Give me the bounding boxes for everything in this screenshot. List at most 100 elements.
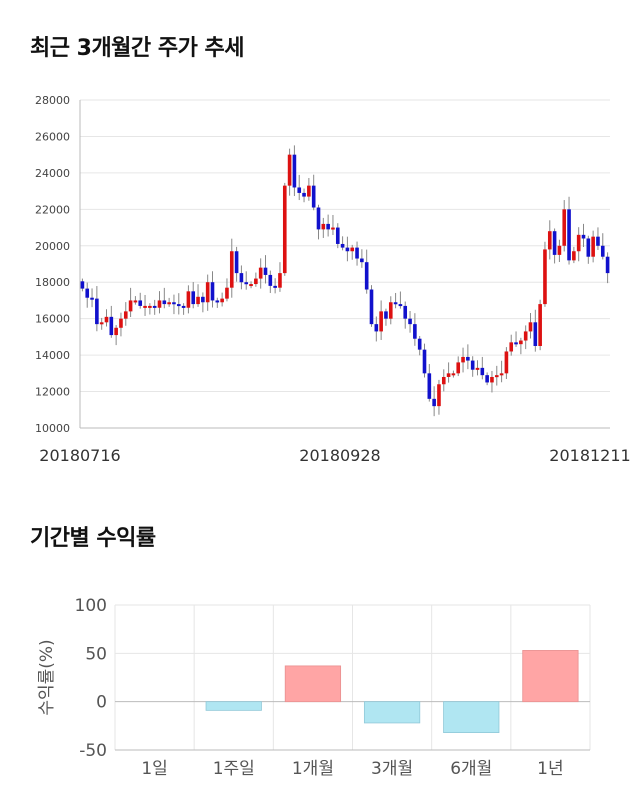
price-chart-title: 최근 3개월간 주가 추세 [30,36,244,61]
y-tick-label: 24000 [35,167,70,180]
candle-body [475,367,480,370]
y-tick-label: 16000 [35,313,70,326]
candle-body [114,327,118,336]
x-tick-label: 20181211 [549,446,630,465]
candle-body [148,305,152,308]
candle-body [239,273,244,283]
y-tick-label: 26000 [35,130,70,143]
candle-body [335,227,340,244]
x-category-label: 1개월 [292,759,334,779]
return-bar [363,701,421,724]
candle-body [413,324,417,339]
candle-body [480,367,485,376]
returns-chart-title: 기간별 수익률 [30,526,156,551]
candle-body [514,342,518,345]
candle-body [316,207,321,230]
candle-body [528,322,533,332]
candle-body [355,247,359,259]
candle-body [85,288,90,298]
candle-body [364,262,369,290]
candle-body [408,318,412,325]
candle-body [547,231,552,250]
candle-body [379,311,383,332]
candle-body [143,305,147,308]
candle-body [466,356,470,361]
candle-body [494,375,499,378]
return-bar [284,665,342,703]
candle-body [201,296,205,303]
candle-body [600,245,605,257]
y-axis-label: 수익률(%) [37,639,57,715]
candle-body [605,256,610,274]
candle-body [302,192,306,197]
candle-body [258,267,263,279]
candle-body [576,234,581,252]
x-tick-label: 20180716 [39,446,120,465]
candle-body [229,251,234,288]
candle-body [133,300,138,303]
y-tick-label: -50 [79,741,107,761]
candle-body [90,297,94,300]
y-tick-label: 10000 [35,422,70,435]
candle-body [292,154,297,188]
candle-body [297,187,302,193]
candlestick-chart: 10000 12000 14000 16000 18000 20000 22000 24000… [35,94,631,465]
x-category-label: 1년 [537,759,563,779]
candle-body [552,231,557,255]
returns-bar-chart: -50 0 50 100 수익률(%) 1일 1주일 1개월 3개월 6개월 1년 [37,596,591,779]
candle-body [374,324,379,332]
candle-body [167,302,171,305]
candle-body [244,282,249,285]
candle-body [393,302,398,305]
candle-body [172,302,176,305]
candle-body [403,305,408,319]
candle-body [278,273,282,288]
x-category-label: 1일 [141,759,167,779]
candle-body [326,223,330,230]
y-tick-label: 50 [85,644,107,664]
candle-body [369,289,374,325]
candle-body [586,238,591,257]
candle-body [119,318,123,328]
candle-body [427,373,432,399]
candle-body [99,322,104,325]
candle-body [186,291,191,308]
candle-body [234,251,239,274]
candle-body [523,331,528,341]
candle-body [596,236,600,246]
y-tick-label: 22000 [35,203,70,216]
candle-body [123,311,128,319]
candle-body [490,376,494,383]
return-bar [522,650,579,703]
candle-body [268,274,273,286]
y-tick-label: 14000 [35,349,70,362]
candle-body [152,305,157,308]
candle-body [384,311,388,319]
candle-body [157,300,162,308]
candle-body [432,398,436,407]
candle-body [499,373,504,376]
y-tick-label: 28000 [35,94,70,107]
candle-body [340,243,345,248]
return-bar [205,701,262,711]
candle-body [360,258,364,263]
y-tick-label: 100 [75,596,107,616]
candle-body [273,285,277,288]
candle-body [461,356,465,363]
candle-body [538,304,542,346]
candle-body [350,247,355,252]
candle-body [181,305,186,308]
candle-body [249,284,253,287]
candle-body [254,278,258,285]
candle-body [417,338,422,350]
candle-body [422,349,427,374]
candle-body [80,281,85,289]
y-tick-label: 18000 [35,276,70,289]
candle-body [109,316,114,336]
candle-body [205,282,210,303]
candle-body [128,300,133,312]
candle-body [398,304,403,307]
candle-body [519,340,523,345]
candle-body [441,376,446,385]
candle-body [311,185,316,208]
